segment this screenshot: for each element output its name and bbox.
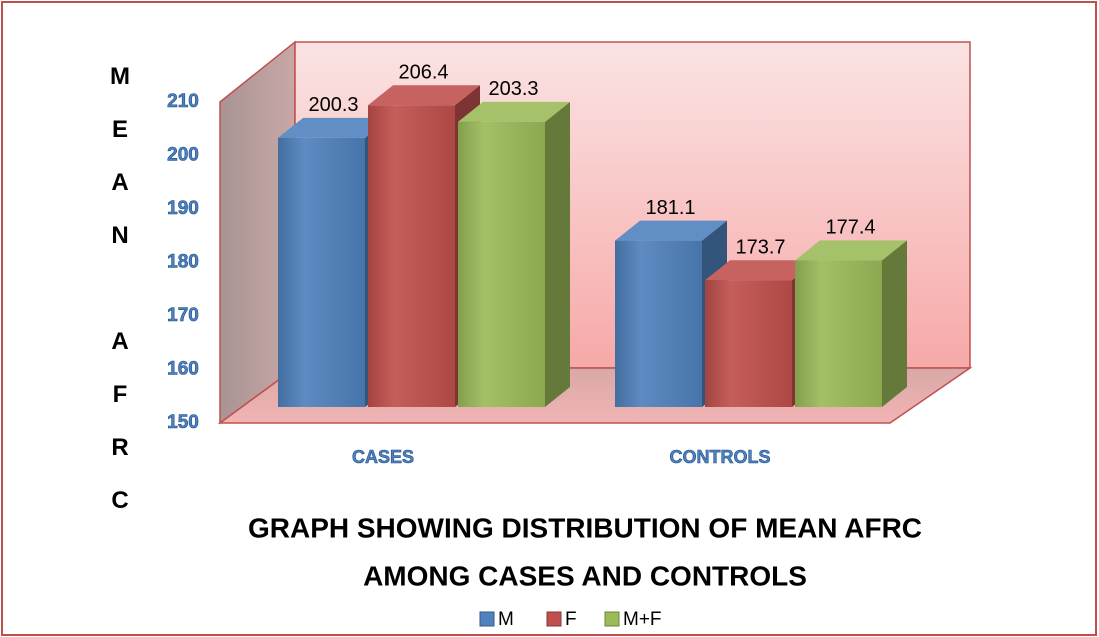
bar-top: [615, 220, 727, 241]
legend-swatch: [546, 611, 562, 627]
bar: [795, 260, 882, 407]
y-axis-label-letter: N: [111, 222, 128, 249]
y-axis-label-letter: C: [111, 487, 128, 514]
value-label: 203.3: [488, 78, 538, 100]
legend-label: M+F: [623, 609, 662, 630]
bar-top: [278, 117, 390, 138]
value-label: 177.4: [825, 217, 875, 239]
x-tick-label: CONTROLS: [670, 447, 771, 467]
bar-top: [705, 260, 817, 281]
bar-top: [795, 240, 907, 261]
bar: [368, 105, 455, 407]
value-label: 173.7: [735, 236, 785, 258]
value-label: 181.1: [645, 197, 695, 219]
bar-side: [545, 101, 570, 407]
y-axis-label-letter: A: [111, 328, 128, 355]
value-label: 206.4: [398, 62, 448, 84]
y-tick-label: 200: [167, 145, 199, 166]
bar: [615, 240, 702, 407]
chart-title: AMONG CASES AND CONTROLS: [363, 560, 807, 591]
value-label: 200.3: [308, 94, 358, 116]
y-axis-label-letter: [117, 275, 124, 302]
y-tick-label: 170: [167, 305, 199, 326]
y-tick-label: 150: [167, 412, 199, 433]
chart-title: GRAPH SHOWING DISTRIBUTION OF MEAN AFRC: [248, 512, 922, 543]
y-axis-label-letter: E: [112, 116, 128, 143]
y-tick-label: 180: [167, 252, 199, 273]
bar: [705, 280, 792, 407]
legend-label: M: [498, 609, 514, 630]
y-axis-label-letter: R: [111, 434, 128, 461]
legend-swatch: [479, 611, 495, 627]
bar-side: [882, 240, 907, 407]
legend-label: F: [565, 609, 577, 630]
bar-top: [458, 101, 570, 122]
legend-swatch: [604, 611, 620, 627]
bar-top: [368, 85, 480, 106]
bar: [278, 137, 365, 407]
y-axis-label-letter: A: [111, 169, 128, 196]
y-tick-label: 210: [167, 91, 199, 112]
y-tick-label: 190: [167, 198, 199, 219]
bar: [458, 121, 545, 407]
y-tick-label: 160: [167, 359, 199, 380]
y-axis-label-letter: F: [113, 381, 128, 408]
y-axis-label-letter: M: [110, 63, 130, 90]
x-tick-label: CASES: [352, 447, 414, 467]
